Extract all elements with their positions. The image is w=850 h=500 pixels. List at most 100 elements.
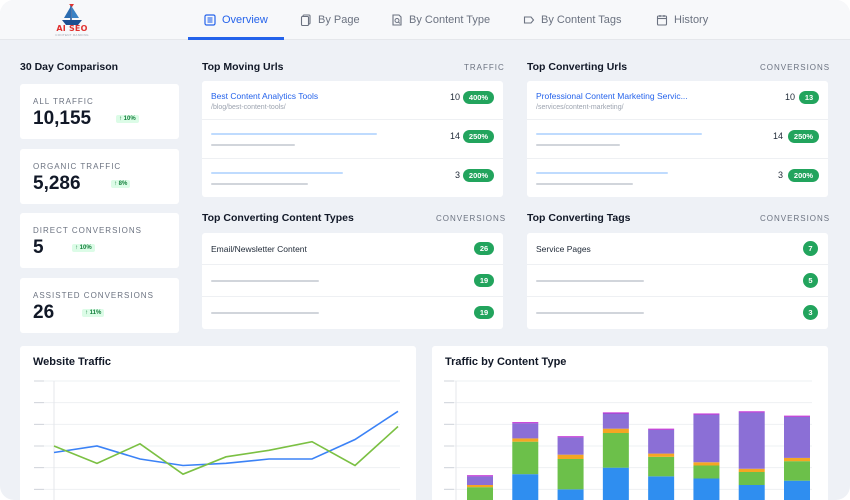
bar-segment [512, 423, 539, 439]
tab-by-content-type[interactable]: By Content Type [391, 0, 490, 40]
url-title-link[interactable]: Best Content Analytics Tools [211, 91, 319, 101]
change-badge: 250% [463, 130, 494, 143]
tag-icon [523, 16, 535, 24]
stat-card-all-traffic: ALL TRAFFIC 10,155 ↑ 10% [20, 84, 179, 139]
bar-segment [467, 487, 493, 500]
active-tab-indicator [188, 37, 284, 40]
url-path: /blog/best-content-tools/ [211, 104, 286, 111]
conversion-count: 3 [777, 170, 783, 180]
list-item[interactable]: 19 [202, 297, 503, 329]
change-badge: 13 [799, 91, 819, 104]
tab-label: By Content Type [409, 14, 491, 26]
top-content-types-title: Top Converting Content Types [202, 212, 354, 224]
top-moving-urls-panel: Best Content Analytics Tools /blog/best-… [202, 81, 503, 197]
tab-label: Overview [222, 14, 268, 26]
bar-segment [557, 489, 584, 500]
bar-segment [648, 429, 675, 454]
list-item[interactable]: 5 [527, 265, 828, 297]
tab-overview[interactable]: Overview [204, 0, 268, 40]
bar-segment [512, 438, 539, 442]
traffic-by-content-type-chart [444, 380, 812, 500]
top-tags-meta: CONVERSIONS [760, 214, 831, 223]
stat-value: 26 [33, 302, 55, 323]
bar-segment [784, 480, 810, 500]
list-item[interactable]: 3 200% [202, 159, 503, 197]
placeholder-line [211, 183, 308, 185]
list-item[interactable]: 14 250% [527, 120, 828, 159]
placeholder-line [211, 280, 319, 282]
top-tags-title: Top Converting Tags [527, 212, 631, 224]
series-line-2 [53, 425, 399, 476]
placeholder-line [211, 133, 377, 135]
stat-value: 10,155 [33, 108, 92, 129]
logo[interactable]: AI SEO CONTENT RANKING [48, 2, 96, 38]
top-content-types-meta: CONVERSIONS [436, 214, 507, 223]
list-item[interactable]: 3 [527, 297, 828, 329]
traffic-count: 10 [449, 92, 460, 102]
top-converting-urls-meta: CONVERSIONS [760, 63, 831, 72]
change-badge: 200% [788, 169, 819, 182]
conversion-count: 14 [772, 131, 783, 141]
url-path: /services/content-marketing/ [536, 104, 624, 111]
bar-segment [693, 478, 720, 500]
top-moving-urls-title: Top Moving Urls [202, 61, 284, 73]
bar-segment [602, 433, 629, 468]
bar-segment [648, 456, 675, 477]
bar-segment [557, 459, 584, 490]
change-badge: 200% [463, 169, 494, 182]
top-moving-urls-meta: TRAFFIC [464, 63, 505, 72]
placeholder-line [211, 144, 295, 146]
count-badge: 19 [474, 274, 494, 287]
logo-text: AI SEO [56, 24, 88, 33]
list-item[interactable]: 3 200% [527, 159, 828, 197]
stat-value: 5,286 [33, 173, 81, 194]
count-badge: 3 [803, 305, 818, 320]
stat-label: ORGANIC TRAFFIC [33, 162, 122, 171]
content-type-icon [392, 14, 402, 26]
bar-segment [557, 436, 584, 438]
list-item[interactable]: Service Pages 7 [527, 233, 828, 265]
tab-by-content-tags[interactable]: By Content Tags [523, 0, 622, 40]
list-item[interactable]: Email/Newsletter Content 26 [202, 233, 503, 265]
list-item[interactable]: 14 250% [202, 120, 503, 159]
tab-label: History [674, 14, 709, 26]
bar-segment [738, 411, 765, 413]
bar-segment [693, 413, 720, 415]
tab-history[interactable]: History [656, 0, 708, 40]
page-icon [300, 14, 311, 26]
stat-label: ASSISTED CONVERSIONS [33, 291, 154, 300]
comparison-title: 30 Day Comparison [20, 61, 119, 73]
placeholder-line [536, 172, 668, 174]
bar-segment [784, 457, 810, 462]
tab-by-page[interactable]: By Page [300, 0, 360, 40]
stat-change-badge: ↑ 10% [116, 115, 139, 123]
tag-label: Service Pages [536, 244, 591, 254]
bar-segment [512, 441, 539, 475]
bar-segment [602, 412, 629, 414]
placeholder-line [211, 172, 343, 174]
change-badge: 250% [788, 130, 819, 143]
stat-card-direct-conversions: DIRECT CONVERSIONS 5 ↑ 10% [20, 213, 179, 268]
bar-segment [512, 474, 539, 500]
stat-label: DIRECT CONVERSIONS [33, 226, 142, 235]
list-item[interactable]: Professional Content Marketing Servic...… [527, 81, 828, 120]
bar-segment [784, 416, 810, 458]
ship-logo-icon [62, 4, 82, 25]
traffic-count: 3 [454, 170, 460, 180]
bar-segment [602, 467, 629, 500]
placeholder-line [536, 183, 633, 185]
bar-segment [784, 461, 810, 481]
bar-segment [738, 485, 765, 500]
stat-change-badge: ↑ 8% [111, 180, 131, 188]
top-tags-panel: Service Pages 7 5 3 [527, 233, 828, 329]
bar-segment [467, 485, 493, 488]
website-traffic-panel: Website Traffic [20, 346, 416, 500]
bar-segment [467, 475, 493, 477]
list-item[interactable]: Best Content Analytics Tools /blog/best-… [202, 81, 503, 120]
bar-segment [557, 437, 584, 455]
list-item[interactable]: 19 [202, 265, 503, 297]
count-badge: 7 [803, 241, 818, 256]
bar-segment [512, 422, 539, 424]
url-title-link[interactable]: Professional Content Marketing Servic... [536, 91, 688, 101]
tab-label: By Page [318, 14, 360, 26]
